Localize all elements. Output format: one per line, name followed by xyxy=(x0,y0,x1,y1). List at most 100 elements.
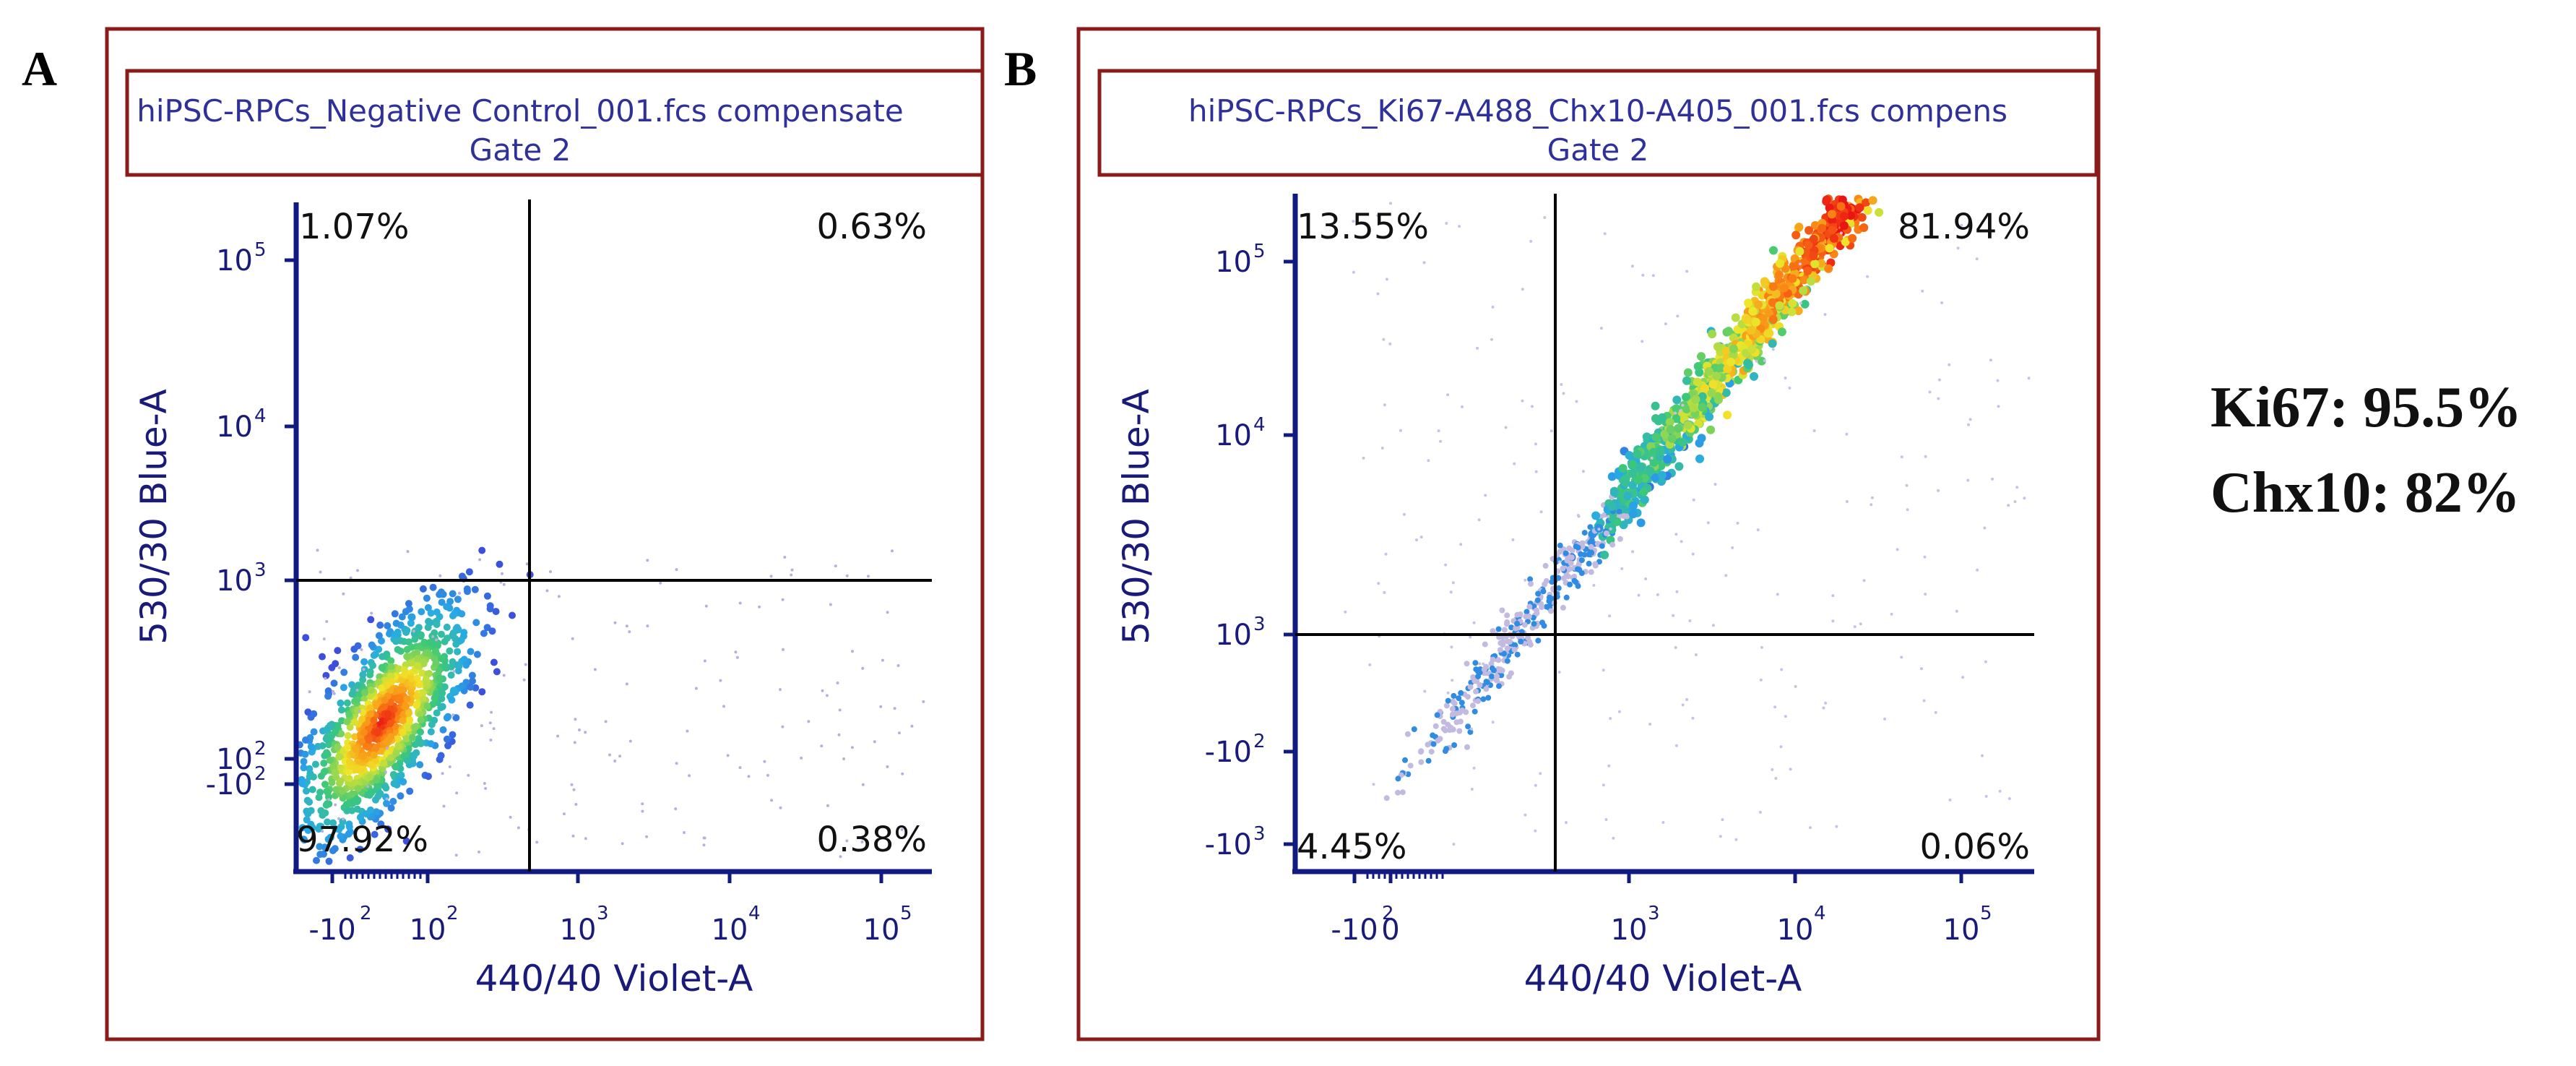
panel-a-event xyxy=(334,803,337,807)
panel-b-event xyxy=(1802,248,1812,257)
panel-a-x-label: 440/40 Violet-A xyxy=(475,958,753,1000)
panel-a-event xyxy=(324,818,332,826)
panel-a-event xyxy=(469,677,476,685)
panel-b-event xyxy=(1581,530,1588,536)
panel-a-event xyxy=(298,824,306,832)
panel-a-event xyxy=(454,596,462,603)
panel-b-event xyxy=(1695,454,1704,463)
panel-a-event xyxy=(441,662,449,670)
panel-b-x-ticks: -10 20 10 3 10 4 10 5 xyxy=(1331,872,1992,947)
panel-b-event xyxy=(1557,549,1563,555)
panel-b-event xyxy=(1368,663,1372,666)
panel-b-event xyxy=(1362,456,1365,460)
panel-b-event xyxy=(1504,658,1510,664)
panel-b-event xyxy=(1799,301,1802,305)
panel-b-event xyxy=(1712,371,1721,381)
panel-a-event xyxy=(618,755,622,758)
panel-b-y-tick-exponent: 4 xyxy=(1253,414,1266,436)
panel-a-event xyxy=(367,710,375,718)
panel-b-event xyxy=(1490,656,1496,663)
panel-b-event xyxy=(1923,555,1927,559)
panel-b-event xyxy=(1630,265,1634,268)
panel-b-event xyxy=(1550,429,1553,433)
panel-b-event xyxy=(1780,283,1789,293)
panel-a-event xyxy=(838,708,842,712)
panel-a-event xyxy=(646,559,649,562)
panel-a-event xyxy=(747,775,751,778)
panel-a-event xyxy=(367,788,375,796)
panel-b-event xyxy=(1829,233,1838,243)
panel-b-event xyxy=(1521,399,1524,403)
panel-b-event xyxy=(1602,669,1605,672)
panel-b-event xyxy=(1602,783,1605,787)
panel-a-event xyxy=(329,762,337,770)
panel-a-event xyxy=(345,768,353,775)
panel-a-event xyxy=(310,710,318,718)
panel-b-event xyxy=(1823,313,1827,317)
panel-b-event xyxy=(1806,277,1815,286)
panel-a-event xyxy=(766,773,769,777)
panel-b-event xyxy=(1558,560,1561,564)
panel-b-event xyxy=(1683,421,1693,430)
panel-b-event xyxy=(1453,710,1460,717)
panel-b-event xyxy=(1631,550,1635,554)
panel-b-event xyxy=(1443,746,1450,752)
panel-b-event xyxy=(1685,270,1689,273)
panel-a-event xyxy=(359,671,367,679)
panel-b-event xyxy=(1744,298,1753,308)
panel-b-event xyxy=(1883,717,1886,721)
panel-a-event xyxy=(343,718,351,726)
panel-b-event xyxy=(1777,327,1786,337)
panel-b-event xyxy=(1384,552,1388,556)
panel-b-event xyxy=(1423,689,1427,693)
panel-a-event xyxy=(384,825,392,833)
panel-b-event xyxy=(1674,462,1684,471)
panel-a-event xyxy=(478,688,486,696)
panel-a-event xyxy=(480,724,483,728)
panel-a-event xyxy=(820,744,824,748)
panel-a-event xyxy=(381,696,389,704)
panel-b-event xyxy=(1905,483,1909,487)
panel-b-event xyxy=(1824,264,1833,273)
panel-b-event xyxy=(1508,624,1515,631)
panel-b-event xyxy=(1432,723,1439,729)
panel-a-event xyxy=(722,705,725,708)
panel-b-event xyxy=(1419,536,1423,539)
panel-a-event xyxy=(458,572,466,580)
panel-a-event xyxy=(334,647,342,655)
panel-a-event xyxy=(437,752,445,760)
panel-a-event xyxy=(426,619,434,627)
panel-b-event xyxy=(1734,838,1738,841)
panel-b-event xyxy=(1623,491,1633,501)
panel-b-event xyxy=(1612,836,1615,840)
panel-a-event xyxy=(625,624,628,628)
panel-a-event xyxy=(419,689,427,697)
panel-b-event xyxy=(1560,565,1566,572)
panel-a-event xyxy=(910,724,914,728)
panel-a-event xyxy=(366,773,374,781)
panel-b-event xyxy=(1875,207,1884,217)
panel-a-event xyxy=(467,683,475,691)
panel-b-y-tick-label: -10 xyxy=(1205,736,1252,769)
panel-b-event xyxy=(1485,695,1492,701)
panel-b-event xyxy=(1514,651,1521,658)
panel-a-event xyxy=(398,613,406,621)
panel-a-event xyxy=(473,650,481,658)
panel-b-x-label: 440/40 Violet-A xyxy=(1524,958,1802,1000)
panel-a-event xyxy=(345,800,353,808)
panel-b-event xyxy=(1575,566,1581,572)
panel-b-event xyxy=(1748,306,1758,316)
panel-b-quadrant-lower-left: 4.45% xyxy=(1297,827,1406,867)
panel-a-event xyxy=(480,629,488,637)
panel-b-event xyxy=(1988,221,1992,225)
panel-b-event xyxy=(1666,425,1675,434)
panel-b-event xyxy=(1681,403,1685,407)
panel-a-event xyxy=(873,740,876,744)
panel-a-event xyxy=(407,643,415,651)
panel-b-event xyxy=(1672,404,1681,413)
panel-a-event xyxy=(368,641,376,649)
panel-a-event xyxy=(455,791,459,795)
panel-a-events xyxy=(295,546,925,865)
panel-a-event xyxy=(584,731,587,734)
